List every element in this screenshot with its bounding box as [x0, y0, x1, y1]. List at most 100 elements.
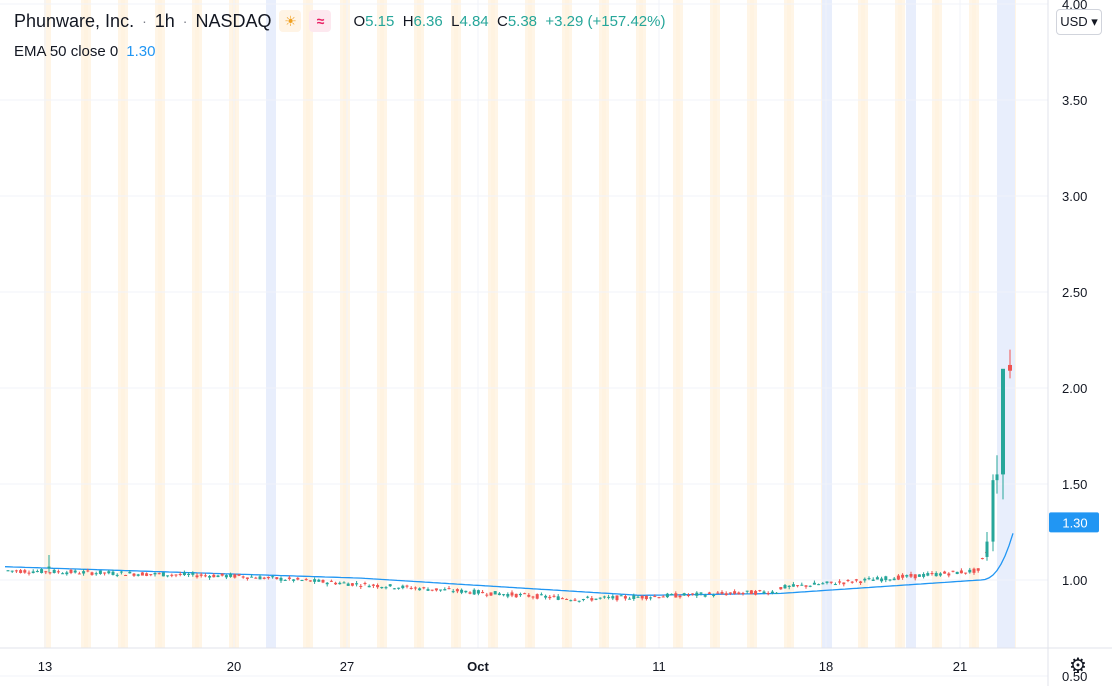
candle	[888, 579, 892, 581]
candle	[556, 596, 560, 600]
session-band	[414, 0, 421, 648]
candle	[724, 593, 728, 596]
candle	[245, 577, 249, 579]
session-band	[906, 0, 916, 648]
candle	[35, 571, 39, 573]
candle	[598, 597, 602, 599]
candle	[279, 577, 283, 581]
session-band	[525, 0, 532, 648]
candle	[371, 584, 375, 586]
candle	[611, 596, 615, 599]
candle	[195, 575, 199, 578]
candle	[199, 574, 203, 576]
candle	[615, 595, 619, 601]
y-tick-label: 2.00	[1062, 381, 1087, 396]
candle	[1008, 364, 1012, 371]
candle	[317, 579, 321, 582]
candle	[880, 578, 884, 582]
candle	[476, 590, 480, 594]
candle	[909, 574, 913, 577]
candle	[817, 584, 821, 586]
candle	[695, 592, 699, 596]
interval[interactable]: 1h	[154, 10, 175, 31]
candle	[380, 586, 384, 589]
candle	[77, 573, 81, 575]
candle	[355, 583, 359, 585]
candle	[6, 570, 10, 572]
candle	[733, 591, 737, 594]
x-tick-label: 21	[953, 659, 967, 674]
candle	[292, 579, 296, 581]
candle	[220, 573, 224, 576]
candle	[678, 595, 682, 598]
extended-hours-icon[interactable]: ≈	[309, 10, 332, 32]
candle	[995, 474, 999, 481]
candle	[552, 595, 556, 597]
candle	[535, 594, 539, 599]
candle	[926, 573, 930, 576]
candle	[401, 585, 405, 589]
candle	[115, 574, 119, 576]
candle	[628, 598, 632, 600]
candle	[497, 593, 501, 596]
candle	[741, 592, 745, 594]
session-band	[710, 0, 717, 648]
y-tick-label: 1.50	[1062, 477, 1087, 492]
candle	[619, 595, 623, 597]
candle	[40, 569, 44, 573]
session-band	[822, 0, 832, 648]
candle	[854, 579, 858, 581]
candle	[922, 573, 926, 577]
settings-gear-icon[interactable]: ⚙	[1069, 655, 1087, 677]
ema-value: 1.30	[126, 43, 156, 60]
candles	[6, 349, 1012, 603]
candle	[212, 574, 216, 578]
candle	[489, 592, 493, 596]
symbol-name[interactable]: Phunware, Inc.	[14, 10, 135, 31]
candle	[539, 594, 543, 596]
session-bands	[44, 0, 1016, 648]
candle	[178, 573, 182, 575]
market-hours-icon[interactable]: ☀	[279, 10, 302, 32]
candle	[418, 588, 422, 591]
candle	[338, 582, 342, 585]
candle	[775, 592, 779, 594]
candle	[670, 593, 674, 595]
candle	[716, 592, 720, 594]
candle	[10, 570, 14, 572]
candle	[321, 579, 325, 583]
candle	[329, 580, 333, 582]
candle	[691, 593, 695, 595]
candle	[573, 599, 577, 601]
candle	[149, 574, 153, 576]
currency-selector[interactable]: USD ▾	[1056, 9, 1102, 35]
candle	[581, 599, 585, 601]
candle	[258, 576, 262, 580]
candle	[943, 571, 947, 574]
candle	[334, 582, 338, 585]
candle	[82, 571, 86, 574]
candle	[787, 585, 791, 588]
candle	[674, 593, 678, 598]
session-band	[997, 0, 1015, 648]
candle	[94, 573, 98, 575]
ema-legend[interactable]: EMA 50 close 0 1.30	[14, 43, 155, 60]
candle	[69, 569, 73, 573]
candle	[224, 575, 228, 578]
x-tick-label: 18	[819, 659, 833, 674]
candle	[287, 577, 291, 579]
candle	[19, 570, 23, 573]
candle	[481, 591, 485, 594]
exchange: NASDAQ	[195, 10, 272, 31]
candle	[640, 595, 644, 599]
candle	[409, 587, 413, 589]
candle	[262, 577, 266, 579]
candle	[145, 573, 149, 576]
candle	[565, 598, 569, 600]
candle	[653, 596, 657, 598]
candle	[938, 573, 942, 576]
candle	[514, 593, 518, 598]
candle	[707, 592, 711, 594]
ema-line	[4, 533, 1014, 596]
